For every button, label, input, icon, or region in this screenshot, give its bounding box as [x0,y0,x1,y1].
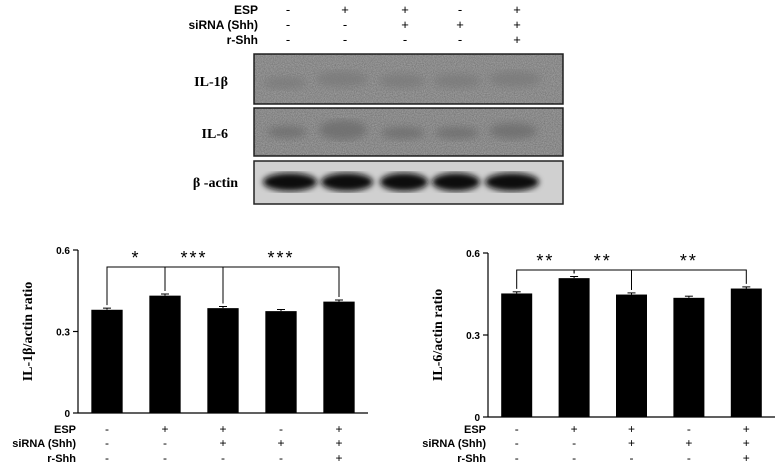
significance-bracket-3 [222,266,340,304]
bar-1 [501,293,533,417]
blot-actin [253,160,564,205]
top-condition-sign-1-4: + [513,17,521,32]
bar-5 [730,288,762,417]
blot-il1b [253,53,564,105]
chart1-condition-sign-0-1: + [571,422,578,436]
bar-3 [207,308,239,413]
top-condition-sign-0-1: + [341,2,349,17]
chart0-condition-sign-0-4: + [335,422,342,436]
significance-label-3: *** [267,248,294,268]
chart1-condition-sign-2-1: - [572,451,576,465]
chart0-condition-sign-0-2: + [219,422,226,436]
bar-1 [91,309,123,413]
top-condition-sign-0-4: + [513,2,521,17]
bar-2 [558,278,590,417]
chart1-condition-row-label-0: ESP [464,424,486,436]
bar-4 [265,311,297,413]
chart1-condition-row-label-2: r-Shh [457,453,486,465]
top-condition-sign-0-3: - [458,2,462,17]
chart1-condition-sign-0-4: + [743,422,750,436]
chart-il6: 00.30.6IL-6/actin ratio** ** **ESP - + + - +siR… [422,249,775,465]
chart0-condition-sign-0-1: + [161,422,168,436]
chart1-condition-sign-2-4: + [743,451,750,465]
top-condition-sign-2-2: - [403,32,407,47]
blot-label-il1b: IL-1β [194,75,228,90]
chart1-condition-sign-1-3: + [685,436,692,450]
chart0-condition-sign-2-0: - [105,451,109,465]
top-condition-table: ESP - + + - +siRNA (Shh) - - + + +r-Shh - - - - + [188,2,520,47]
significance-label-2: ** [594,251,612,271]
y-axis-label: IL-6/actin ratio [431,289,446,381]
chart1-condition-sign-2-2: - [630,451,634,465]
significance-label-3: ** [680,251,698,271]
top-condition-row-label-1: siRNA (Shh) [188,18,258,32]
chart1-condition-sign-2-3: - [687,451,691,465]
chart0-condition-row-label-2: r-Shh [47,453,76,465]
blot-il6 [253,107,564,157]
y-tick-label: 0 [474,413,480,424]
chart0-condition-sign-1-3: + [277,436,284,450]
chart-il1b: 00.30.6IL-1β/actin ratio* *** ***ESP - + + - +s… [12,246,368,465]
chart1-condition-sign-2-0: - [515,451,519,465]
chart0-condition-sign-1-1: - [163,436,167,450]
top-condition-sign-2-0: - [286,32,290,47]
top-condition-row-label-2: r-Shh [227,33,258,47]
chart0-condition-sign-2-1: - [163,451,167,465]
top-condition-sign-0-0: - [286,2,290,17]
top-condition-sign-0-2: + [401,2,409,17]
significance-label-2: *** [180,248,207,268]
bar-4 [673,297,705,417]
chart0-condition-sign-1-0: - [105,436,109,450]
top-condition-row-label-0: ESP [234,3,258,17]
chart1-condition-sign-1-1: - [572,436,576,450]
chart0-condition-sign-2-2: - [221,451,225,465]
chart1-condition-sign-1-0: - [515,436,519,450]
chart1-condition-sign-1-2: + [628,436,635,450]
chart1-condition-sign-0-3: - [687,422,691,436]
significance-label-1: * [131,248,140,268]
chart1-condition-sign-1-4: + [743,436,750,450]
top-condition-sign-1-0: - [286,17,290,32]
chart0-condition-sign-0-0: - [105,422,109,436]
chart0-condition-sign-2-4: + [335,451,342,465]
top-condition-sign-1-1: - [343,17,347,32]
top-condition-sign-2-3: - [458,32,462,47]
y-tick-label: 0.6 [56,246,70,257]
western-blot: IL-1β IL-6 β -actin [193,53,564,205]
top-condition-sign-2-1: - [343,32,347,47]
y-tick-label: 0.6 [466,249,480,260]
significance-label-1: ** [536,251,554,271]
bar-2 [149,295,181,413]
chart0-condition-sign-1-4: + [335,436,342,450]
chart0-condition-sign-0-3: - [279,422,283,436]
chart0-condition-row-label-0: ESP [54,424,76,436]
y-tick-label: 0.3 [466,331,480,342]
y-tick-label: 0 [64,409,70,420]
chart1-condition-sign-0-0: - [515,422,519,436]
bar-5 [323,301,355,413]
top-condition-sign-1-2: + [401,17,409,32]
y-tick-label: 0.3 [56,328,70,339]
chart0-condition-sign-1-2: + [219,436,226,450]
y-axis-label: IL-1β/actin ratio [21,282,36,382]
bar-3 [616,294,647,417]
top-condition-sign-1-3: + [456,17,464,32]
top-condition-sign-2-4: + [513,32,521,47]
chart1-condition-row-label-1: siRNA (Shh) [422,438,486,450]
blot-label-il6: IL-6 [202,127,228,142]
blot-label-actin: β -actin [193,176,238,191]
significance-bracket-3 [631,269,747,290]
chart0-condition-row-label-1: siRNA (Shh) [12,438,76,450]
chart1-condition-sign-0-2: + [628,422,635,436]
chart0-condition-sign-2-3: - [279,451,283,465]
